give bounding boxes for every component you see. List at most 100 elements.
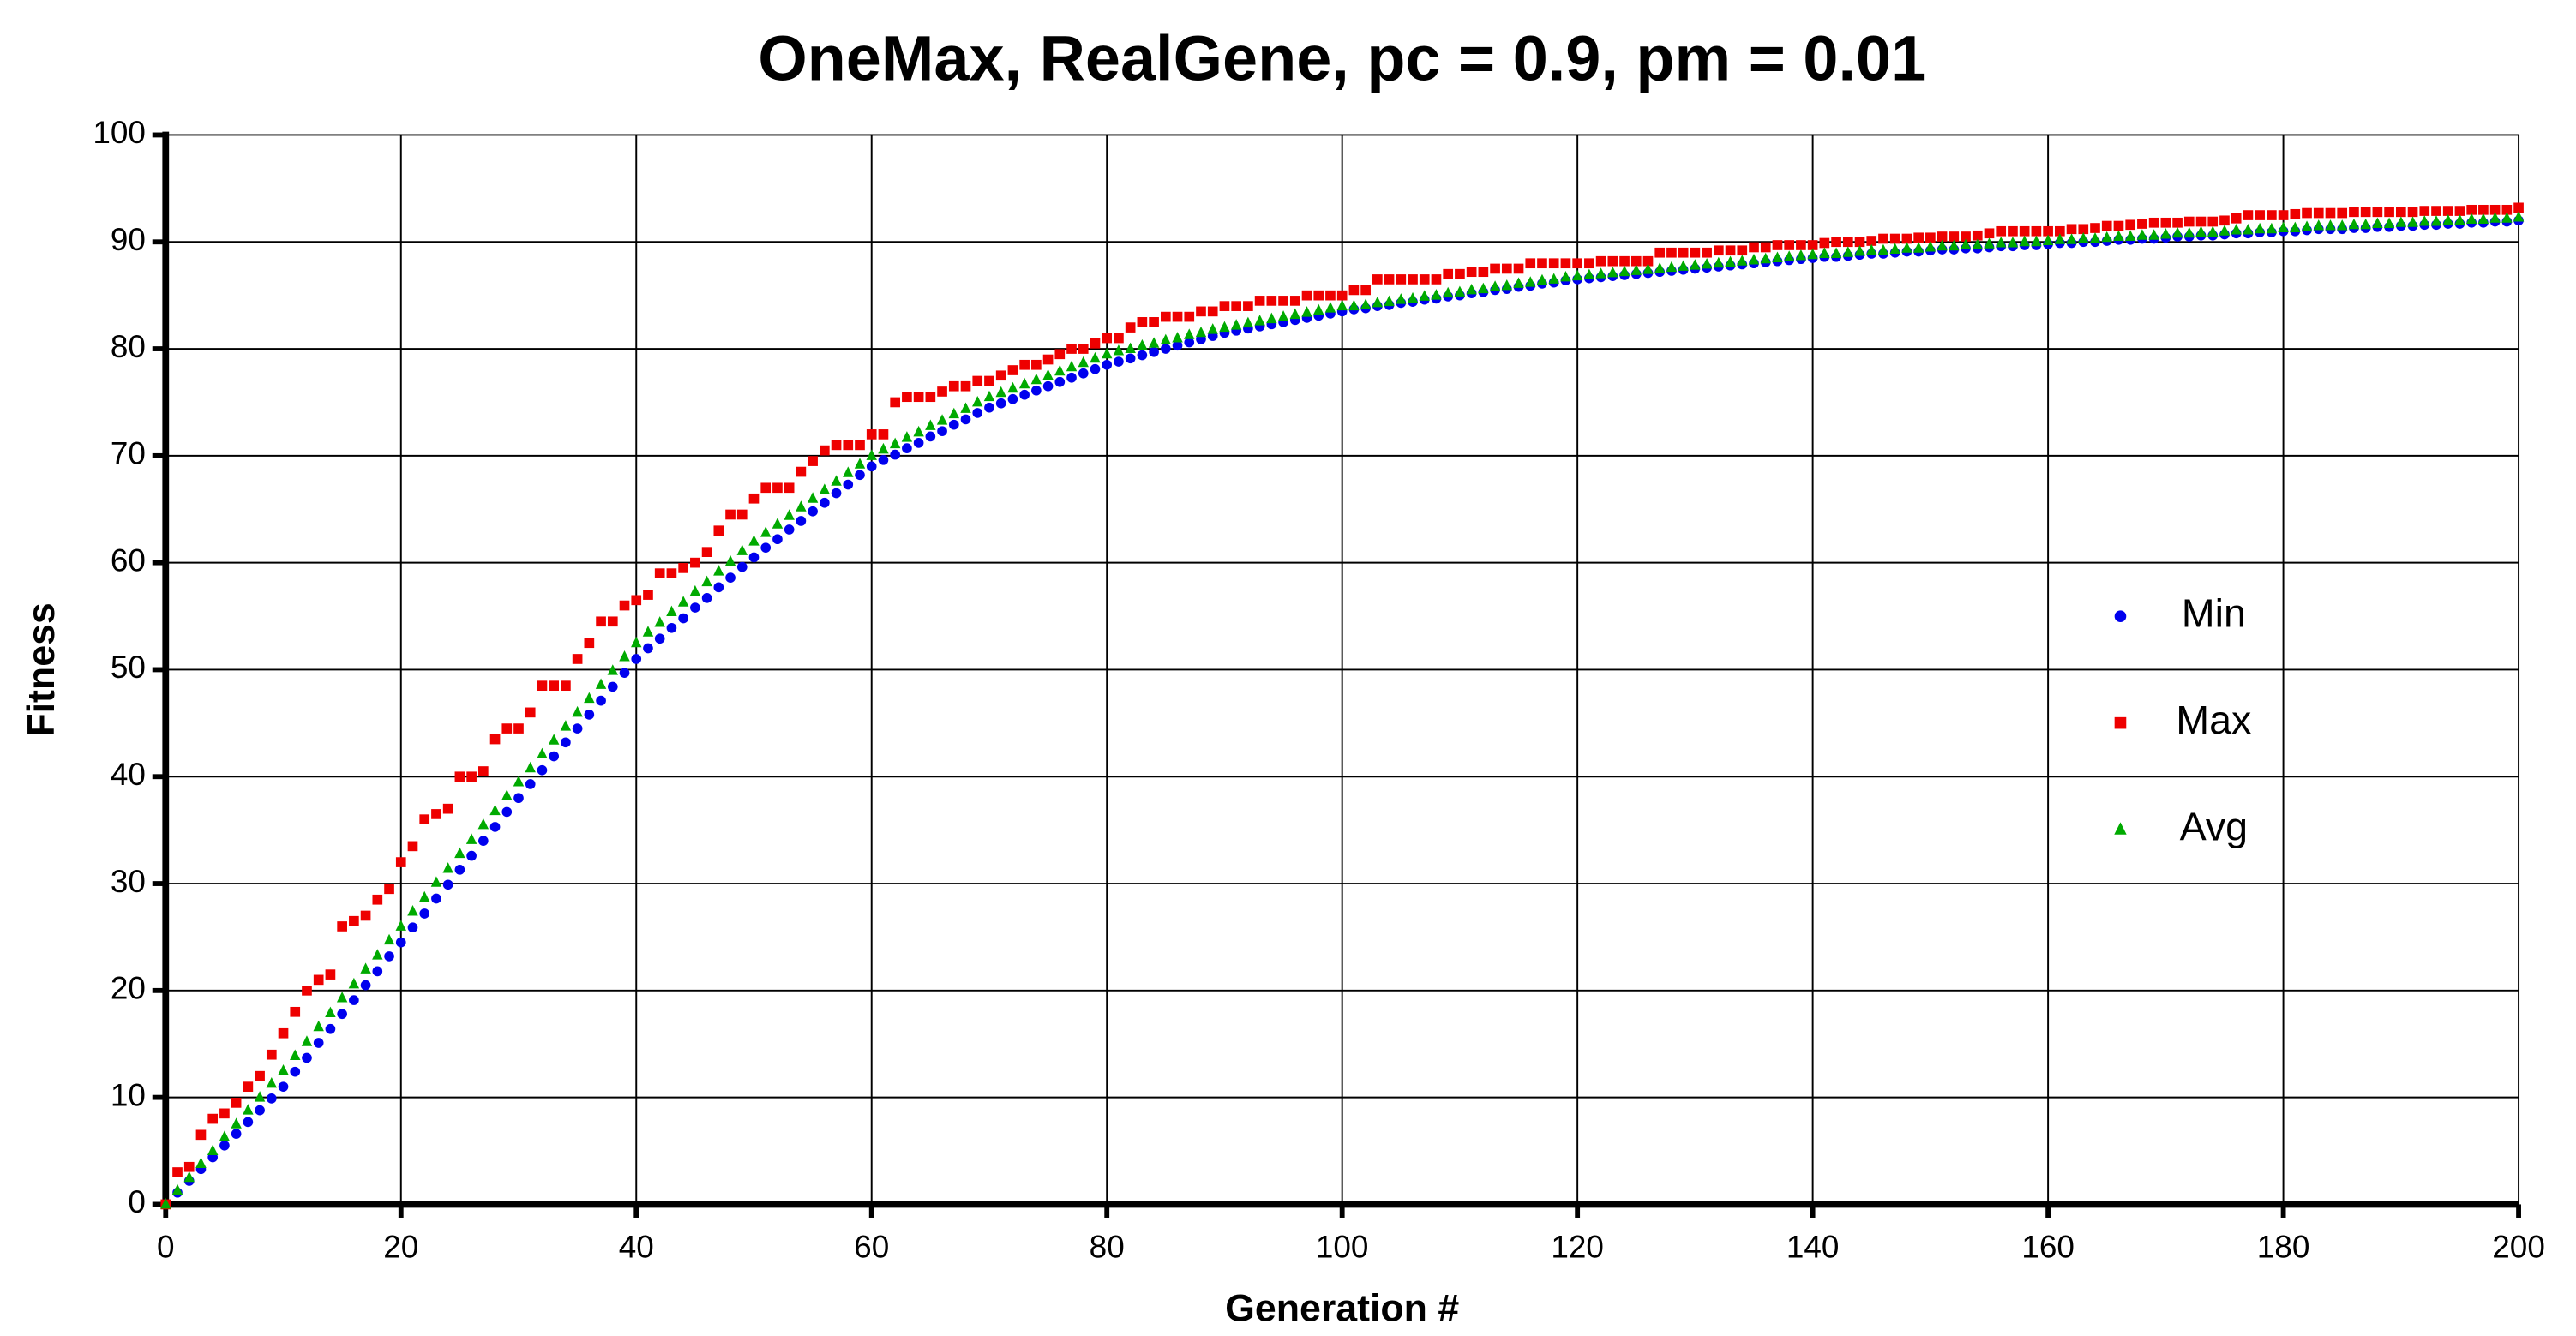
- marker: [937, 386, 947, 397]
- marker: [1714, 245, 1724, 256]
- marker: [1019, 389, 1030, 400]
- marker: [395, 857, 406, 867]
- marker: [290, 1049, 301, 1060]
- marker: [1654, 247, 1666, 258]
- marker: [290, 1006, 301, 1017]
- marker: [1254, 296, 1265, 306]
- marker: [1396, 293, 1407, 304]
- marker: [1114, 333, 1124, 344]
- marker: [1619, 255, 1630, 267]
- marker: [2266, 222, 2278, 234]
- marker: [901, 431, 913, 442]
- marker: [1396, 274, 1407, 285]
- marker: [2231, 213, 2242, 224]
- marker: [1842, 237, 1853, 248]
- marker: [831, 475, 842, 486]
- marker: [878, 429, 889, 440]
- marker: [478, 836, 489, 846]
- marker: [207, 1144, 219, 1156]
- marker: [1925, 232, 1936, 243]
- marker: [2254, 222, 2266, 234]
- marker: [2407, 207, 2418, 218]
- marker: [360, 962, 371, 974]
- marker: [372, 894, 383, 905]
- marker: [1642, 263, 1654, 274]
- marker: [2008, 225, 2018, 237]
- marker: [1360, 298, 1372, 309]
- marker: [1795, 249, 1807, 261]
- marker: [631, 595, 642, 606]
- marker: [407, 841, 418, 852]
- x-tick-label: 40: [619, 1230, 654, 1265]
- marker: [2454, 206, 2465, 216]
- marker: [1090, 363, 1101, 374]
- marker: [1172, 311, 1183, 322]
- marker: [454, 847, 465, 859]
- marker: [2267, 210, 2277, 220]
- marker: [2148, 229, 2159, 240]
- marker: [349, 995, 359, 1005]
- marker: [866, 461, 877, 472]
- marker: [2031, 235, 2042, 247]
- marker: [1442, 286, 1454, 298]
- marker: [513, 793, 524, 804]
- marker: [2113, 230, 2124, 241]
- marker: [724, 554, 736, 566]
- marker: [255, 1070, 265, 1081]
- marker: [1489, 280, 1501, 291]
- y-tick-label: 70: [111, 436, 146, 471]
- marker: [313, 1038, 324, 1048]
- marker: [2019, 225, 2030, 237]
- marker: [1336, 290, 1348, 301]
- marker: [549, 680, 560, 691]
- marker: [890, 397, 901, 408]
- marker: [642, 626, 654, 637]
- marker: [1207, 323, 1218, 334]
- marker: [2383, 217, 2395, 229]
- marker: [2219, 215, 2230, 226]
- marker: [2136, 229, 2148, 240]
- marker: [1478, 282, 1489, 294]
- x-tick-label: 0: [157, 1230, 175, 1265]
- marker: [337, 921, 347, 932]
- marker: [690, 602, 700, 613]
- marker: [442, 803, 453, 814]
- marker: [1548, 258, 1559, 269]
- marker: [1877, 243, 1889, 255]
- marker: [1184, 337, 1195, 348]
- marker: [2442, 206, 2453, 216]
- marker: [713, 582, 724, 593]
- marker: [796, 500, 807, 512]
- marker: [1807, 240, 1818, 250]
- marker: [2336, 219, 2348, 231]
- marker: [690, 557, 700, 568]
- marker: [736, 561, 748, 572]
- marker: [1277, 310, 1289, 321]
- marker: [1537, 258, 1547, 269]
- marker: [2007, 237, 2019, 248]
- marker: [1066, 344, 1077, 354]
- marker: [1584, 258, 1594, 269]
- marker: [2207, 216, 2219, 227]
- marker: [1031, 385, 1042, 396]
- marker: [843, 440, 854, 451]
- marker: [889, 437, 901, 449]
- marker: [1184, 311, 1195, 322]
- marker: [2290, 208, 2301, 219]
- marker: [1042, 354, 1054, 365]
- marker: [1725, 255, 1736, 267]
- marker: [2395, 216, 2407, 227]
- marker: [501, 806, 513, 818]
- marker: [1455, 268, 1465, 279]
- marker: [348, 977, 360, 989]
- marker: [983, 390, 995, 402]
- marker: [902, 392, 912, 403]
- marker: [972, 395, 983, 407]
- marker: [2124, 230, 2136, 241]
- marker: [1571, 269, 1583, 281]
- marker: [878, 455, 889, 465]
- marker: [1784, 240, 1795, 250]
- marker: [1278, 296, 1288, 306]
